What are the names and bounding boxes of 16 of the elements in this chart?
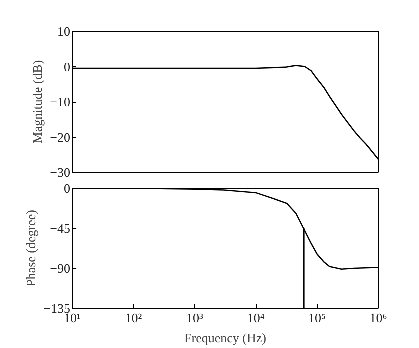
x-tick-label: 10⁶ <box>370 310 388 326</box>
y-tick-label: −90 <box>50 261 71 276</box>
y-tick-label: 0 <box>64 59 70 74</box>
y-axis-title: Phase (degree) <box>24 210 39 287</box>
x-tick-label: 10⁴ <box>247 310 266 326</box>
x-tick-label: 10² <box>125 310 142 326</box>
y-axis-title: Magnitude (dB) <box>30 60 46 144</box>
y-tick-label: −20 <box>50 130 71 145</box>
x-axis-title: Frequency (Hz) <box>184 330 266 346</box>
y-tick-label: 0 <box>64 181 70 196</box>
x-tick-label: 10³ <box>186 310 204 326</box>
y-tick-label: −10 <box>50 94 71 110</box>
y-tick-label: 10 <box>58 24 70 39</box>
y-tick-label: −45 <box>50 221 71 236</box>
y-tick-label: −30 <box>50 165 71 180</box>
x-tick-label: 10⁵ <box>308 310 326 326</box>
